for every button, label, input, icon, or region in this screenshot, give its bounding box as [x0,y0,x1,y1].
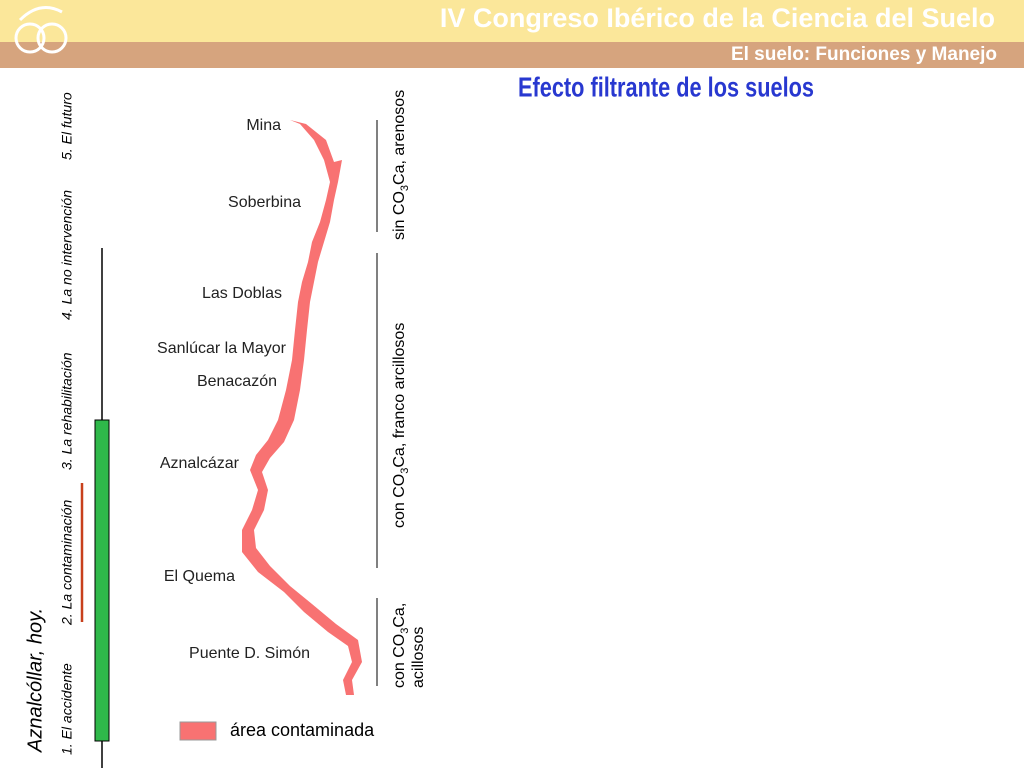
menu: 1. El accidente 2. La contaminación 3. La … [59,92,75,755]
place-label: Soberbina [228,194,301,211]
logo [14,6,68,54]
menu-item: 2. La contaminación [59,499,75,626]
place-label: Sanlúcar la Mayor [157,340,287,357]
zone-text: con CO [391,634,408,688]
legend-label: área contaminada [230,720,375,740]
menu-item: 3. La rehabilitación [59,352,75,470]
zone-text: 3 [399,185,411,191]
slide-title: Efecto filtrante de los suelos [518,71,814,102]
zone-text: sin CO [391,191,408,240]
zone-label: sin CO3Ca, arenosos [391,90,411,240]
menu-item: 5. El futuro [59,92,75,160]
place-label: Aznalcázar [160,455,240,472]
subheader-bar [0,42,1024,68]
header-subtitle: El suelo: Funciones y Manejo [731,44,997,65]
zone-label: con CO3Ca, franco arcillosos [391,323,411,528]
menu-item: 1. El accidente [59,663,75,755]
zone-text: con CO [391,474,408,528]
place-label: El Quema [164,568,235,585]
place-label: Benacazón [197,373,277,390]
header-title: IV Congreso Ibérico de la Ciencia del Su… [440,3,995,33]
legend-swatch [179,721,217,741]
zone-text: 3 [399,468,411,474]
place-label: Puente D. Simón [189,645,310,662]
contaminated-area [242,120,362,695]
place-label: Las Doblas [202,285,282,302]
menu-item: 4. La no intervención [59,190,75,320]
place-label: Mina [246,117,281,134]
zone-label: con CO3Ca, [391,603,411,688]
zone-text: 3 [399,628,411,634]
zone-text: Ca, franco arcillosos [391,323,408,468]
places: Mina Soberbina Las Doblas Sanlúcar la Mayor… [157,117,310,662]
zone-text: Ca, arenosos [391,90,408,185]
zone-label: acillosos [410,627,427,688]
header-bar [0,0,1024,42]
green-bar [94,419,110,742]
zone-text: Ca, [391,603,408,628]
slide-heading: Aznalcóllar, hoy. [24,608,46,753]
